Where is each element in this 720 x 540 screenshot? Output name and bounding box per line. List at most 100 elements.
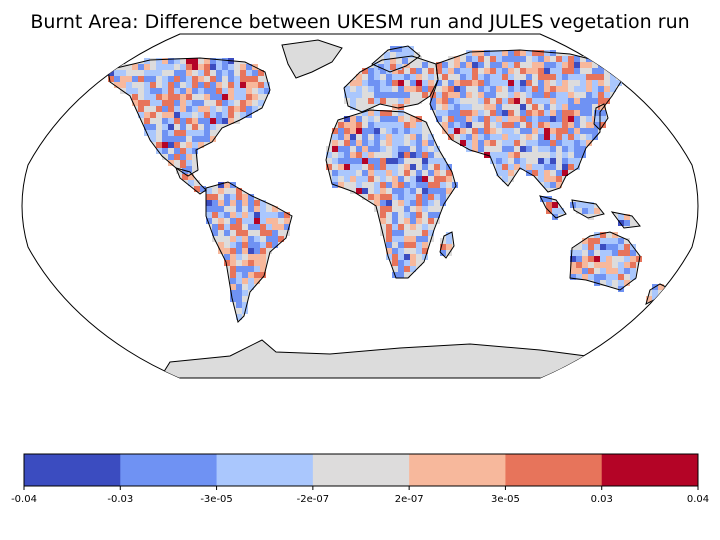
grid-cell (580, 56, 586, 62)
grid-cell (574, 86, 580, 92)
grid-cell (212, 212, 218, 218)
grid-cell (162, 76, 168, 82)
grid-cell (390, 58, 396, 64)
grid-cell (404, 164, 410, 170)
grid-cell (436, 98, 442, 104)
grid-cell (350, 140, 356, 146)
grid-cell (550, 128, 556, 134)
grid-cell (544, 140, 550, 146)
grid-cell (472, 50, 478, 56)
grid-cell (260, 230, 266, 236)
grid-cell (374, 182, 380, 188)
grid-cell (210, 88, 216, 94)
grid-cell (162, 136, 168, 142)
grid-cell (186, 82, 192, 88)
grid-cell (204, 76, 210, 82)
grid-cell (392, 74, 398, 80)
grid-cell (230, 290, 236, 296)
grid-cell (156, 112, 162, 118)
grid-cell (558, 208, 564, 214)
grid-cell (598, 86, 604, 92)
grid-cell (410, 182, 416, 188)
grid-cell (472, 80, 478, 86)
grid-cell (508, 68, 514, 74)
grid-cell (618, 238, 624, 244)
grid-cell (230, 188, 236, 194)
grid-cell (496, 134, 502, 140)
grid-cell (436, 86, 442, 92)
grid-cell (502, 146, 508, 152)
grid-cell (168, 160, 174, 166)
grid-cell (446, 188, 452, 194)
grid-cell (612, 232, 618, 238)
grid-cell (368, 152, 374, 158)
grid-cell (520, 158, 526, 164)
grid-cell (156, 76, 162, 82)
grid-cell (368, 80, 374, 86)
grid-cell (514, 56, 520, 62)
grid-cell (574, 134, 580, 140)
grid-cell (422, 80, 428, 86)
grid-cell (612, 280, 618, 286)
grid-cell (362, 146, 368, 152)
grid-cell (368, 182, 374, 188)
grid-cell (194, 186, 200, 192)
grid-cell (580, 122, 586, 128)
grid-cell (162, 148, 168, 154)
grid-cell (216, 82, 222, 88)
grid-cell (186, 58, 192, 64)
grid-cell (434, 158, 440, 164)
grid-cell (374, 140, 380, 146)
grid-cell (496, 68, 502, 74)
grid-cell (416, 224, 422, 230)
grid-cell (568, 134, 574, 140)
grid-cell (236, 260, 242, 266)
grid-cell (392, 128, 398, 134)
grid-cell (204, 94, 210, 100)
grid-cell (624, 280, 630, 286)
grid-cell (174, 70, 180, 76)
grid-cell (526, 152, 532, 158)
grid-cell (362, 194, 368, 200)
grid-cell (356, 140, 362, 146)
grid-cell (228, 118, 234, 124)
grid-cell (186, 76, 192, 82)
grid-cell (520, 68, 526, 74)
grid-cell (520, 50, 526, 56)
grid-cell (252, 100, 258, 106)
grid-cell (266, 212, 272, 218)
grid-cell (428, 140, 434, 146)
grid-cell (186, 112, 192, 118)
grid-cell (138, 64, 144, 70)
grid-cell (428, 68, 434, 74)
grid-cell (404, 176, 410, 182)
grid-cell (594, 116, 600, 122)
grid-cell (446, 176, 452, 182)
grid-cell (356, 128, 362, 134)
grid-cell (580, 134, 586, 140)
grid-cell (350, 80, 356, 86)
grid-cell (162, 58, 168, 64)
grid-cell (588, 208, 594, 214)
grid-cell (260, 242, 266, 248)
grid-cell (338, 164, 344, 170)
grid-cell (390, 52, 396, 58)
grid-cell (478, 98, 484, 104)
grid-cell (422, 248, 428, 254)
grid-cell (362, 170, 368, 176)
grid-cell (484, 134, 490, 140)
grid-cell (568, 110, 574, 116)
grid-cell (356, 164, 362, 170)
grid-cell (624, 238, 630, 244)
grid-cell (168, 76, 174, 82)
grid-cell (210, 70, 216, 76)
grid-cell (544, 164, 550, 170)
grid-cell (544, 110, 550, 116)
grid-cell (592, 86, 598, 92)
grid-cell (374, 122, 380, 128)
grid-cell (174, 136, 180, 142)
grid-cell (460, 140, 466, 146)
grid-cell (332, 128, 338, 134)
grid-cell (356, 104, 362, 110)
grid-cell (538, 86, 544, 92)
